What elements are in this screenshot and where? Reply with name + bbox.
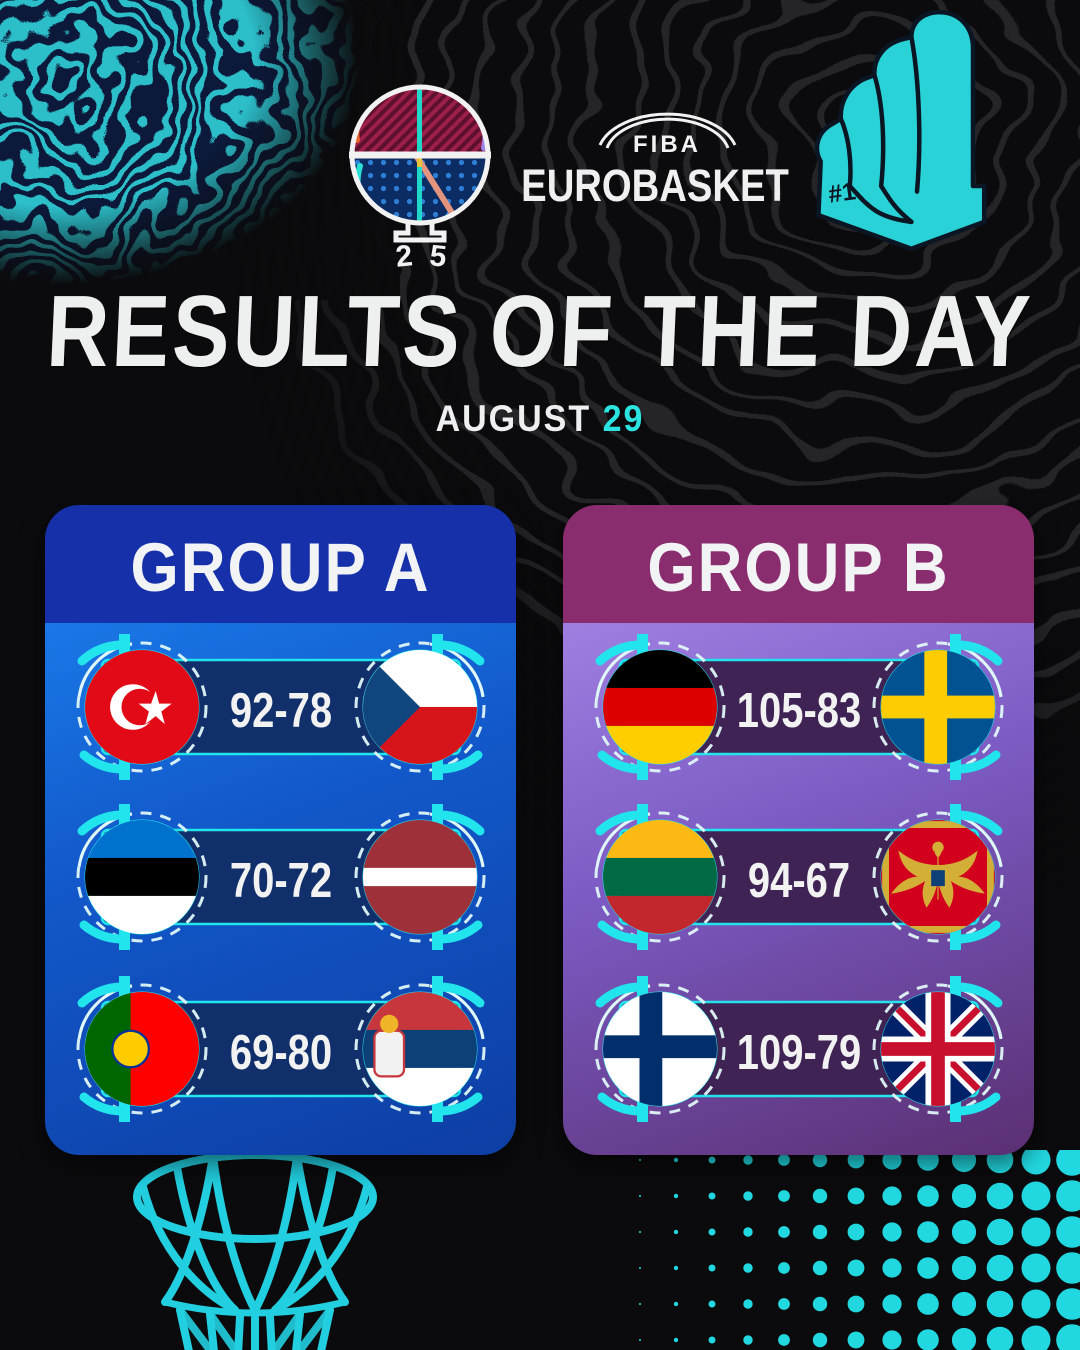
svg-text:94-67: 94-67: [748, 854, 850, 908]
svg-text:69-80: 69-80: [230, 1026, 332, 1080]
svg-text:92-78: 92-78: [230, 684, 332, 738]
svg-text:#1: #1: [827, 178, 858, 209]
svg-text:109-79: 109-79: [737, 1026, 862, 1080]
svg-text:70-72: 70-72: [230, 854, 332, 908]
svg-text:105-83: 105-83: [737, 684, 862, 738]
